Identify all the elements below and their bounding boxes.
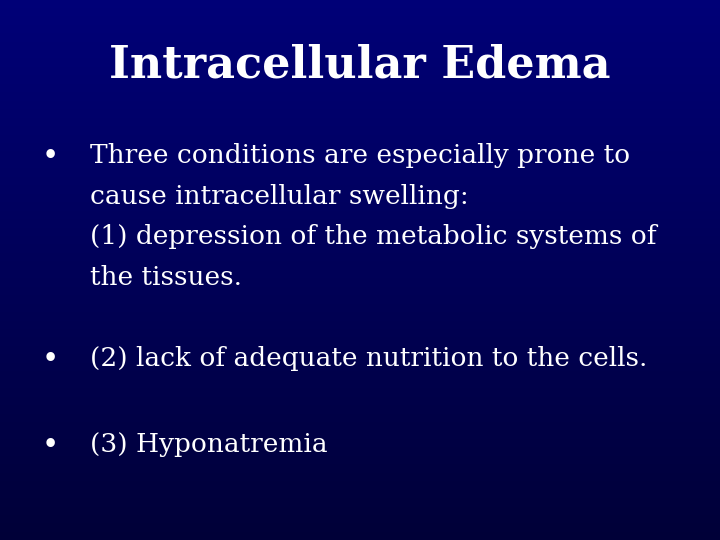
Text: •: •	[42, 346, 59, 374]
Text: (3) Hyponatremia: (3) Hyponatremia	[90, 432, 328, 457]
Text: the tissues.: the tissues.	[90, 265, 242, 289]
Text: •: •	[42, 432, 59, 460]
Text: (1) depression of the metabolic systems of: (1) depression of the metabolic systems …	[90, 224, 657, 249]
Text: (2) lack of adequate nutrition to the cells.: (2) lack of adequate nutrition to the ce…	[90, 346, 647, 370]
Text: cause intracellular swelling:: cause intracellular swelling:	[90, 184, 469, 208]
Text: Intracellular Edema: Intracellular Edema	[109, 43, 611, 86]
Text: •: •	[42, 143, 59, 171]
Text: Three conditions are especially prone to: Three conditions are especially prone to	[90, 143, 630, 168]
